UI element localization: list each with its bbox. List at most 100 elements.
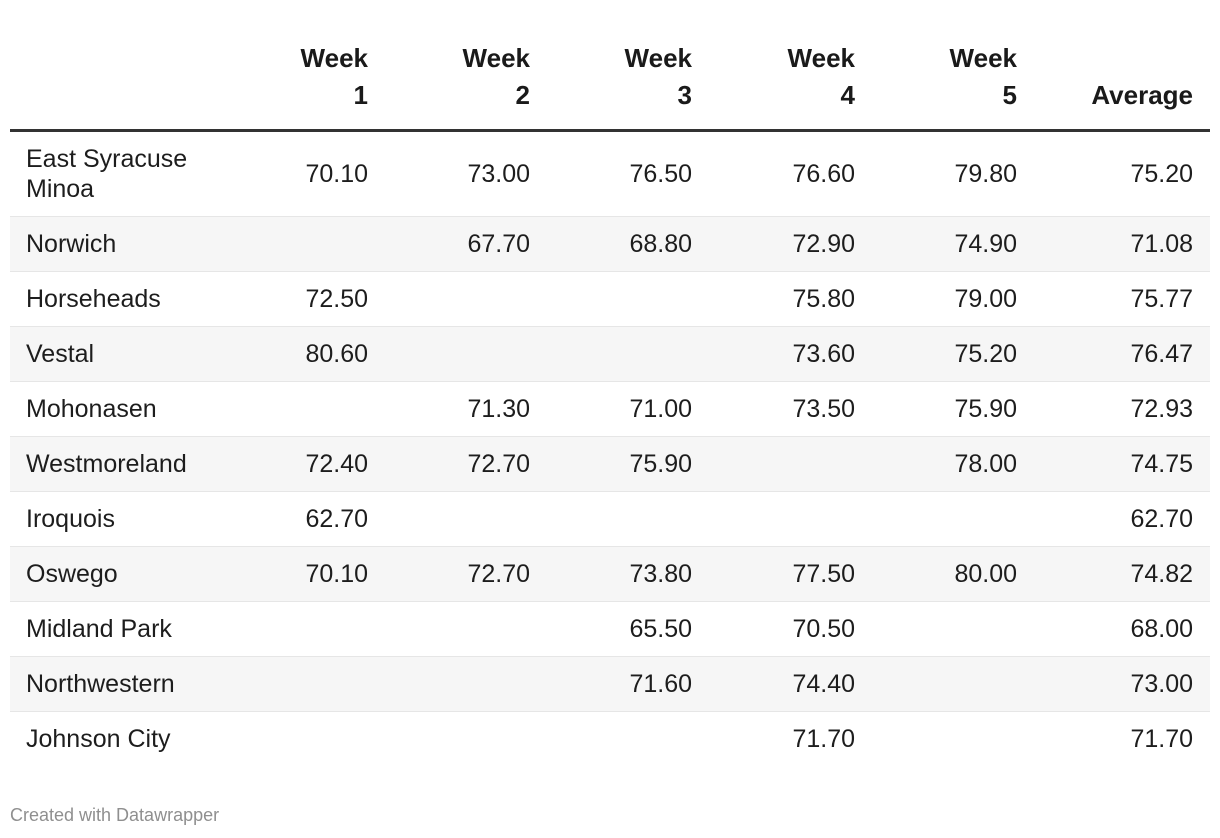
value-cell: 75.20 [1130,160,1193,188]
row-label: Mohonasen [26,395,157,423]
value-cell: 71.00 [629,395,692,423]
header-cell-average: Average [1091,80,1193,110]
value-cell: 72.90 [792,230,855,258]
value-cell: 76.60 [792,160,855,188]
row-label: Oswego [26,560,118,588]
value-cell [368,712,530,767]
value-cell: 71.60 [629,670,692,698]
value-cell: 74.40 [792,670,855,698]
value-cell [368,657,530,712]
value-cell: 76.50 [629,160,692,188]
value-cell [855,712,1017,767]
value-cell: 78.00 [954,450,1017,478]
datawrapper-attribution-link[interactable]: Created with Datawrapper [10,805,220,825]
value-cell [215,602,368,657]
value-cell: 75.77 [1130,285,1193,313]
value-cell [692,492,855,547]
header-row: Week 1 Week 2 Week 3 Week 4 Week 5 Average [10,0,1210,131]
value-cell: 73.00 [1130,670,1193,698]
value-cell: 73.50 [792,395,855,423]
value-cell: 73.00 [467,160,530,188]
value-cell [215,382,368,437]
value-cell [855,602,1017,657]
value-cell [368,327,530,382]
value-cell: 71.30 [467,395,530,423]
value-cell [368,492,530,547]
value-cell [692,437,855,492]
row-label: Horseheads [26,285,161,313]
value-cell [530,492,692,547]
value-cell: 70.50 [792,615,855,643]
value-cell: 74.90 [954,230,1017,258]
value-cell: 72.70 [467,450,530,478]
value-cell: 71.70 [1130,725,1193,753]
header-cell-week-5: Week 5 [949,43,1017,110]
value-cell [530,327,692,382]
value-cell [855,657,1017,712]
value-cell: 74.82 [1130,560,1193,588]
value-cell: 68.00 [1130,615,1193,643]
row-label: Johnson City [26,725,171,753]
table-row: Midland Park 65.50 70.50 68.00 [10,601,1210,657]
value-cell: 73.60 [792,340,855,368]
header-cell-week-3: Week 3 [624,43,692,110]
value-cell: 68.80 [629,230,692,258]
value-cell [215,217,368,272]
value-cell: 62.70 [1130,505,1193,533]
value-cell [530,272,692,327]
row-label: Northwestern [26,670,175,698]
header-cell-week-2: Week 2 [462,43,530,110]
value-cell: 72.70 [467,560,530,588]
table-row: Mohonasen 71.30 71.00 73.50 75.90 72.93 [10,381,1210,437]
value-cell: 75.80 [792,285,855,313]
table-row: East Syracuse Minoa 70.10 73.00 76.50 76.60 7… [10,131,1210,217]
value-cell: 71.08 [1130,230,1193,258]
value-cell: 73.80 [629,560,692,588]
value-cell: 62.70 [305,505,368,533]
value-cell [368,272,530,327]
table-row: Norwich 67.70 68.80 72.90 74.90 71.08 [10,216,1210,272]
value-cell [368,602,530,657]
row-label: Iroquois [26,505,115,533]
value-cell: 80.60 [305,340,368,368]
table-row: Horseheads 72.50 75.80 79.00 75.77 [10,271,1210,327]
header-cell-week-1: Week 1 [300,43,368,110]
value-cell: 75.20 [954,340,1017,368]
value-cell: 74.75 [1130,450,1193,478]
row-label: Vestal [26,340,95,368]
table-row: Oswego 70.10 72.70 73.80 77.50 80.00 74.82 [10,546,1210,602]
value-cell: 71.70 [792,725,855,753]
value-cell [855,492,1017,547]
value-cell: 77.50 [792,560,855,588]
value-cell: 70.10 [305,560,368,588]
table-row: Iroquois 62.70 62.70 [10,491,1210,547]
value-cell: 72.93 [1130,395,1193,423]
value-cell: 75.90 [954,395,1017,423]
table-body: East Syracuse Minoa 70.10 73.00 76.50 76.60 7… [10,131,1210,767]
value-cell: 79.00 [954,285,1017,313]
header-cell-row-label [10,0,215,131]
row-label: Westmoreland [26,450,187,478]
table-row: Johnson City 71.70 71.70 [10,711,1210,767]
value-cell: 76.47 [1130,340,1193,368]
weekly-scores-table: Week 1 Week 2 Week 3 Week 4 Week 5 Average Ea… [10,0,1210,766]
value-cell [530,712,692,767]
value-cell: 79.80 [954,160,1017,188]
row-label: Norwich [26,230,117,258]
value-cell: 65.50 [629,615,692,643]
value-cell: 70.10 [305,160,368,188]
value-cell: 72.40 [305,450,368,478]
value-cell [215,712,368,767]
value-cell: 75.90 [629,450,692,478]
table-row: Vestal 80.60 73.60 75.20 76.47 [10,326,1210,382]
value-cell: 80.00 [954,560,1017,588]
value-cell: 72.50 [305,285,368,313]
value-cell [215,657,368,712]
header-cell-week-4: Week 4 [787,43,855,110]
value-cell: 67.70 [467,230,530,258]
row-label: Midland Park [26,615,172,643]
table-row: Westmoreland 72.40 72.70 75.90 78.00 74.75 [10,436,1210,492]
table-row: Northwestern 71.60 74.40 73.00 [10,656,1210,712]
row-label: East Syracuse Minoa [26,145,188,203]
